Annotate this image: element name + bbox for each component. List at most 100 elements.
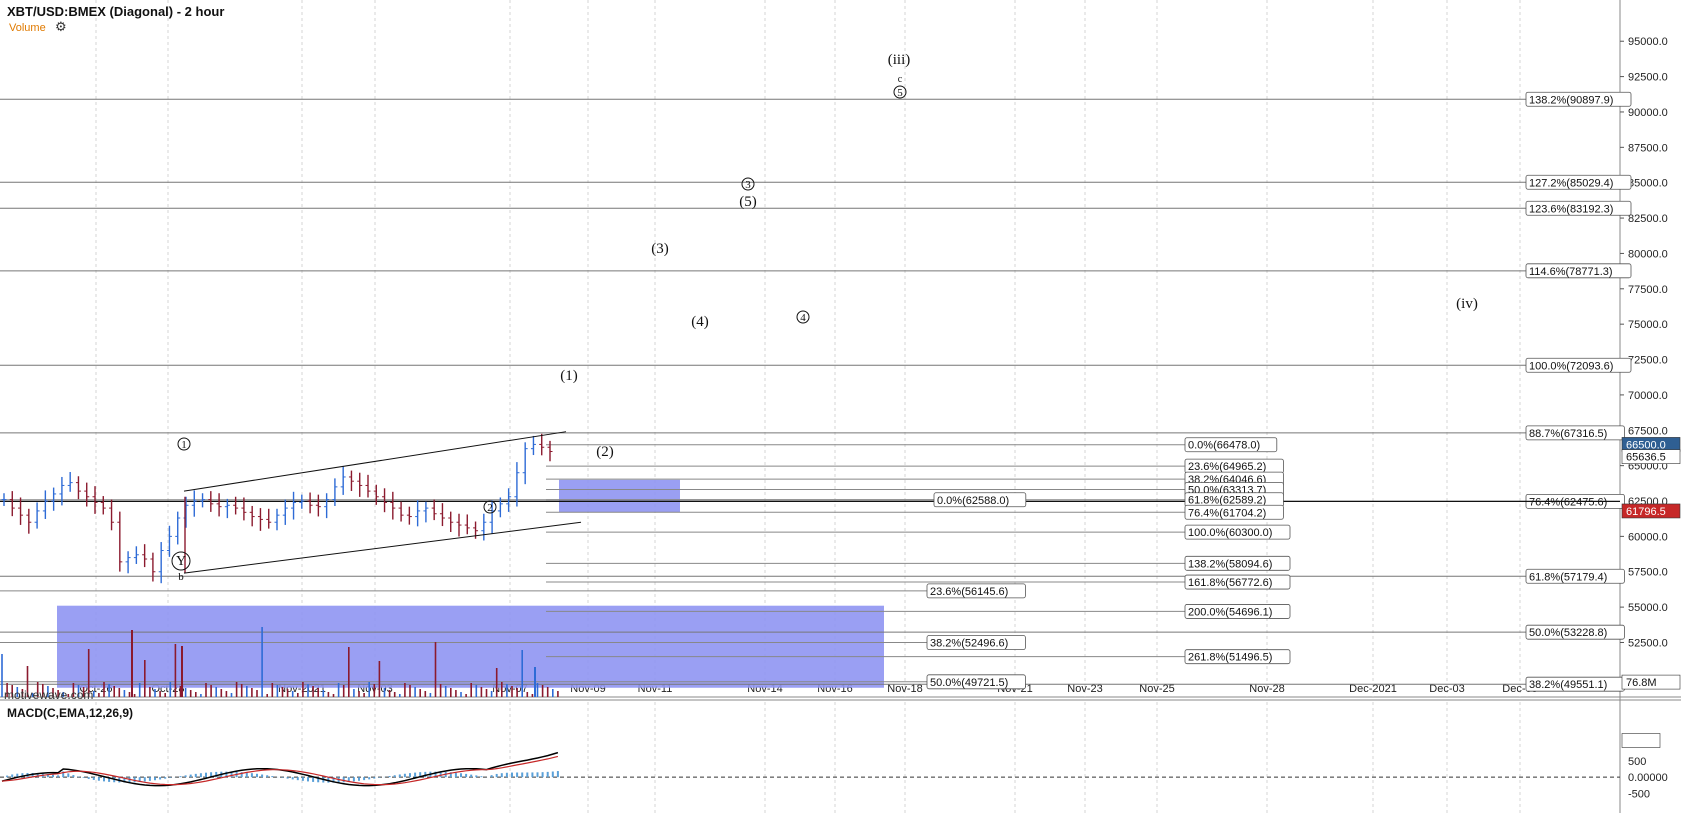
x-tick-label: Dec-2021 (1349, 683, 1397, 695)
fib-a-label-box (1184, 604, 1291, 619)
fib-level-label: 50.0%(53228.8) (1529, 627, 1607, 639)
fib-b-label: 23.6%(56145.6) (930, 586, 1008, 598)
y-tick-label: 57500.0 (1628, 567, 1668, 579)
y-tick-label: 87500.0 (1628, 142, 1668, 154)
price-tag-current-bg (1621, 503, 1681, 519)
wave-label-circle-3-circle (741, 177, 755, 191)
price-panel (0, 0, 1620, 697)
y-tick-label: 52500.0 (1628, 637, 1668, 649)
macd-panel (0, 702, 1620, 812)
chart-title: XBT/USD:BMEX (Diagonal) - 2 hour (7, 4, 225, 19)
target-zone-wave-2 (559, 479, 680, 513)
fib-a-label-box (1184, 524, 1291, 540)
fib-a-label: 100.0%(60300.0) (1188, 527, 1272, 539)
fib-level-label-box (1525, 91, 1632, 107)
y-tick-label: 82500.0 (1628, 213, 1668, 225)
fib-b-label-box (926, 583, 1026, 599)
x-tick-label: Nov-18 (887, 683, 922, 695)
fib-level-label: 100.0%(72093.6) (1529, 360, 1613, 372)
fib-b-label: 38.2%(52496.6) (930, 638, 1008, 650)
wave-label-1-paren: (1) (560, 368, 578, 384)
fib-level-label: 61.8%(57179.4) (1529, 571, 1607, 583)
fib-a-label-box (1184, 649, 1291, 665)
fib-a-label-box (1184, 574, 1291, 590)
watermark: motivewave.com (4, 688, 94, 702)
fib-a-label-box (1184, 504, 1284, 520)
fib-level-label: 88.7%(67316.5) (1529, 428, 1607, 440)
wave-label-c: c (898, 74, 903, 85)
fib-level-label: 123.6%(83192.3) (1529, 203, 1613, 215)
fib-level-label: 114.6%(78771.3) (1529, 266, 1613, 278)
wave-label-circle-3: 3 (745, 179, 751, 191)
wave-label-circle-4: 4 (800, 312, 806, 324)
fib-level-label: 76.4%(62475.6) (1529, 496, 1607, 508)
wave-label-4-paren: (4) (691, 314, 709, 330)
macd-y-tick-label: 0.00000 (1628, 772, 1668, 784)
wave-label-circle-1-circle (177, 437, 191, 451)
fib-b-label-box (926, 674, 1026, 690)
fib-level-label-box (1525, 174, 1632, 190)
target-zone-large (57, 605, 884, 688)
wave-label-5-paren: (5) (739, 194, 757, 210)
wave-label-circle-5: 5 (897, 87, 903, 99)
y-tick-label: 85000.0 (1628, 178, 1668, 190)
wave-label-circle-2-circle (483, 500, 497, 514)
wave-label-circle-2: 2 (487, 502, 493, 514)
fib-b-label-box (926, 635, 1026, 650)
price-tag-current: 61796.5 (1626, 506, 1666, 518)
wave-label-iii: (iii) (888, 52, 911, 68)
fib-a-label: 76.4%(61704.2) (1188, 507, 1266, 519)
fib-level-label-box (1525, 263, 1632, 279)
wave-label-Y-circle (171, 551, 191, 571)
y-tick-label: 90000.0 (1628, 107, 1668, 119)
wave-label-Y: Y (176, 554, 186, 569)
macd-title: MACD(C,EMA,12,26,9) (7, 706, 134, 720)
wave-label-iv: (iv) (1456, 296, 1478, 312)
macd-y-tick-label: 500 (1628, 756, 1646, 768)
y-tick-label: 72500.0 (1628, 355, 1668, 367)
fib-b-label-box (933, 492, 1027, 508)
macd-tag-bg (1621, 733, 1661, 748)
volume-label[interactable]: Volume (9, 22, 46, 34)
fib-level-label: 138.2%(90897.9) (1529, 94, 1613, 106)
y-tick-label: 95000.0 (1628, 36, 1668, 48)
y-tick-label: 55000.0 (1628, 602, 1668, 614)
y-tick-label: 70000.0 (1628, 390, 1668, 402)
fib-a-label: 23.6%(64965.2) (1188, 461, 1266, 473)
x-tick-label: Nov-28 (1249, 683, 1284, 695)
gear-icon[interactable]: ⚙ (55, 20, 67, 35)
y-tick-label: 92500.0 (1628, 72, 1668, 84)
fib-a-label: 138.2%(58094.6) (1188, 558, 1272, 570)
price-tag-last: 65636.5 (1626, 452, 1666, 464)
diagonal-lower (183, 521, 582, 574)
fib-a-label: 61.8%(62589.2) (1188, 495, 1266, 507)
wave-label-circle-1: 1 (181, 439, 187, 451)
fib-a-label-box (1184, 555, 1291, 571)
y-tick-label: 67500.0 (1628, 425, 1668, 437)
wave-label-circle-4-circle (796, 310, 810, 324)
y-tick-label: 80000.0 (1628, 248, 1668, 260)
volume-tag: 76.8M (1626, 677, 1657, 689)
wave-label-b: b (178, 571, 184, 583)
y-tick-label: 77500.0 (1628, 284, 1668, 296)
fib-level-label: 38.2%(49551.1) (1529, 679, 1607, 691)
fib-a-label: 200.0%(54696.1) (1188, 606, 1272, 618)
fib-level-label-box (1525, 568, 1625, 584)
fib-a-label-box (1184, 437, 1278, 453)
fib-a-label: 161.8%(56772.6) (1188, 577, 1272, 589)
x-tick-label: Nov-23 (1067, 683, 1102, 695)
fib-level-label-box (1525, 357, 1632, 373)
fib-a-label: 261.8%(51496.5) (1188, 652, 1272, 664)
fib-level-label-box (1525, 425, 1625, 441)
volume-tag-bg (1621, 674, 1681, 690)
price-tag-last-bg (1621, 449, 1681, 464)
fib-b-label: 50.0%(49721.5) (930, 677, 1008, 689)
wave-label-3-paren: (3) (651, 241, 669, 257)
x-tick-label: Nov-25 (1139, 683, 1174, 695)
x-tick-label: Dec-03 (1429, 683, 1464, 695)
y-tick-label: 75000.0 (1628, 319, 1668, 331)
fib-a-label: 0.0%(66478.0) (1188, 440, 1260, 452)
fib-level-label: 127.2%(85029.4) (1529, 177, 1613, 189)
fib-level-label-box (1525, 624, 1625, 640)
